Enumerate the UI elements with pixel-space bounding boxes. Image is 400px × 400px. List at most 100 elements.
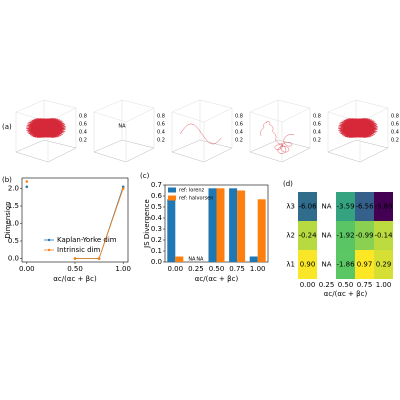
box-edge: [249, 111, 283, 123]
box-edge: [15, 151, 49, 163]
x-axis-label: αc/(αc + βc): [195, 275, 239, 283]
x-tick-label: 1.00: [376, 281, 392, 289]
panel-label: (a): [2, 123, 12, 131]
axes-3d: 0.2 0.4 0.6 0.8 NA: [93, 99, 165, 163]
z-tick-label: 0.4: [391, 130, 399, 136]
heatmap-cell: [298, 250, 317, 279]
y-tick-label: 0.3: [151, 225, 162, 233]
z-tick-label: 0.4: [235, 130, 243, 136]
cell-label: 0.29: [376, 261, 392, 269]
trajectory: [25, 118, 67, 138]
trajectory: [179, 123, 222, 145]
bar: [167, 199, 176, 262]
cell-label: 0.97: [357, 261, 373, 269]
box-edge: [327, 99, 357, 113]
axes-3d: 0.2 0.4 0.6 0.8: [15, 99, 87, 163]
bar: [229, 188, 238, 262]
bar: [237, 190, 246, 262]
x-tick-label: 0.00: [168, 265, 184, 273]
heatmap-cell: [374, 250, 393, 279]
x-axis-label: αc/(αc + βc): [53, 275, 97, 283]
cell-label: NA: [321, 261, 331, 269]
box-edge: [125, 107, 155, 123]
box-edge: [327, 151, 361, 163]
x-tick-label: 0.00: [19, 265, 35, 273]
z-tick-label: 0.2: [157, 138, 165, 144]
point: [73, 257, 77, 260]
trajectory: [337, 118, 379, 138]
row-label: λ1: [286, 261, 295, 269]
y-tick-label: 0.5: [151, 203, 162, 211]
point: [25, 180, 29, 183]
box-edge: [199, 99, 233, 109]
cell-label: -6.06: [298, 203, 317, 211]
cell-label: 0.90: [300, 261, 316, 269]
cell-label: -1.86: [336, 261, 355, 269]
x-tick-label: 0.50: [209, 265, 225, 273]
box-edge: [355, 99, 389, 109]
z-tick-label: 0.6: [313, 122, 321, 128]
value-label: NA: [188, 257, 196, 263]
panel-label: (b): [2, 176, 12, 184]
trajectory: [260, 121, 295, 154]
z-tick-label: 0.8: [79, 114, 87, 120]
legend-label: Intrinsic dim: [57, 246, 101, 254]
heatmap-cell: [355, 221, 374, 250]
cell-label: -6.56: [355, 203, 374, 211]
bar: [175, 256, 184, 262]
legend-label: Kaplan-Yorke dim: [57, 236, 117, 244]
axes-3d: 0.2 0.4 0.6 0.8: [249, 99, 321, 163]
box-edge: [249, 139, 279, 153]
cell-label: NA: [321, 203, 331, 211]
z-tick-label: 0.2: [235, 138, 243, 144]
z-tick-label: 0.8: [235, 114, 243, 120]
panel-label: (c): [140, 172, 150, 180]
value-label: NA: [196, 257, 204, 263]
axes-3d: 0.2 0.4 0.6 0.8: [327, 99, 399, 163]
point: [25, 185, 29, 189]
y-tick-label: 0.2: [151, 236, 162, 244]
cell-label: -3.59: [336, 203, 354, 211]
bar: [208, 188, 217, 262]
cell-label: -0.24: [298, 232, 317, 240]
cell-label: -9.89: [374, 203, 392, 211]
y-tick-label: 0.5: [8, 237, 19, 245]
box-edge: [171, 99, 201, 113]
x-tick-label: 0.75: [357, 281, 373, 289]
heatmap-cell: [336, 221, 355, 250]
box-edge: [15, 139, 45, 153]
z-tick-label: 0.2: [79, 138, 87, 144]
heatmap-cell: [374, 192, 393, 221]
box-edge: [277, 99, 311, 109]
heatmap-cell: [336, 192, 355, 221]
legend-marker: [47, 238, 51, 242]
cell-label: -0.99: [355, 232, 373, 240]
cell-label: -0.14: [374, 232, 393, 240]
box-edge: [249, 151, 283, 163]
legend-label: ref: halvorsen: [179, 196, 213, 202]
legend-label: ref: lorenz: [179, 188, 205, 194]
box-edge: [93, 99, 123, 113]
box-edge: [171, 111, 205, 123]
box-edge: [359, 147, 389, 163]
box-edge: [327, 139, 357, 153]
box-edge: [125, 147, 155, 163]
cell-label: NA: [321, 232, 331, 240]
panel-label: (d): [283, 180, 293, 188]
y-axis-label: JS Divergence: [143, 199, 151, 249]
z-tick-label: 0.4: [79, 130, 87, 136]
y-tick-label: 0.0: [8, 255, 19, 263]
box-edge: [121, 99, 155, 109]
heatmap-cell: [355, 250, 374, 279]
axes-3d: 0.2 0.4 0.6 0.8: [171, 99, 243, 163]
box-edge: [281, 107, 311, 123]
row-label: λ2: [286, 232, 295, 240]
bar: [216, 188, 225, 262]
y-tick-label: 0.7: [151, 181, 162, 189]
box-edge: [277, 139, 311, 149]
box-edge: [203, 147, 233, 163]
heatmap-cell: [355, 192, 374, 221]
x-tick-label: 0.50: [67, 265, 83, 273]
box-edge: [43, 139, 77, 149]
